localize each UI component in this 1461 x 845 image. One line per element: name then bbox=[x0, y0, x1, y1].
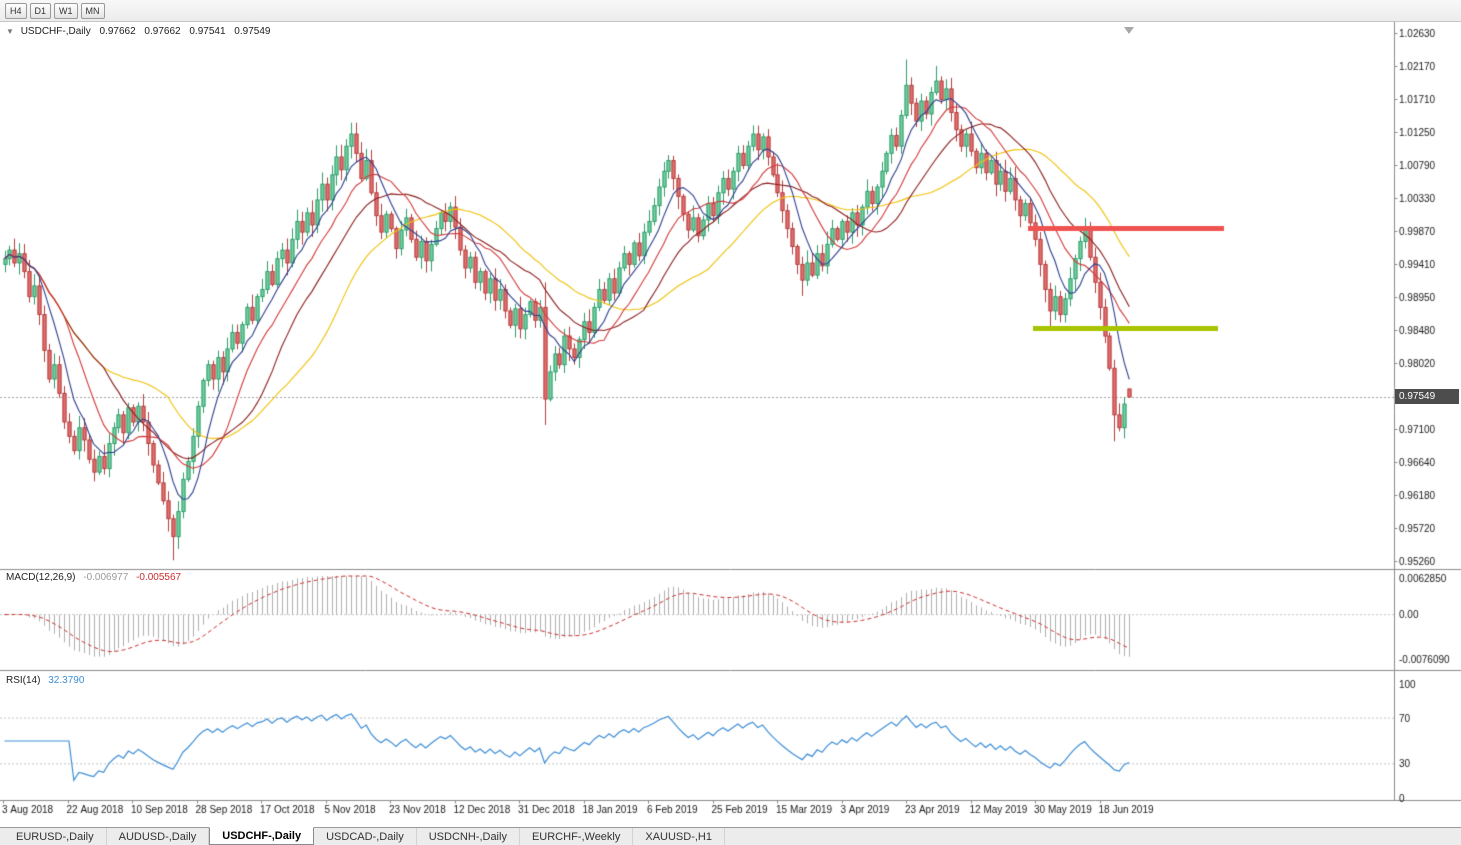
chart-open-value: 0.97662 bbox=[99, 26, 136, 37]
chart-low-value: 0.97541 bbox=[189, 26, 226, 37]
chart-symbol-label: USDCHF-,Daily bbox=[20, 26, 91, 37]
timeframe-button-h4[interactable]: H4 bbox=[5, 2, 27, 19]
chart-tab-audusd-daily[interactable]: AUDUSD-,Daily bbox=[107, 828, 210, 845]
current-price-badge: 0.97549 bbox=[1395, 389, 1459, 404]
rsi-panel-header: RSI(14) 32.3790 bbox=[6, 675, 84, 686]
chart-tab-eurchf-weekly[interactable]: EURCHF-,Weekly bbox=[520, 828, 634, 845]
price-chart-canvas[interactable] bbox=[0, 22, 1461, 827]
chart-tabs-bar: EURUSD-,Daily AUDUSD-,Daily USDCHF-,Daily U… bbox=[0, 827, 1461, 845]
timeframe-button-mn[interactable]: MN bbox=[80, 2, 105, 19]
chart-tab-usdcad-daily[interactable]: USDCAD-,Daily bbox=[314, 828, 417, 845]
chart-shift-marker-icon[interactable] bbox=[1124, 27, 1134, 34]
macd-indicator-label: MACD(12,26,9) bbox=[6, 572, 76, 583]
rsi-value: 32.3790 bbox=[48, 675, 85, 686]
macd-signal-value: -0.005567 bbox=[136, 572, 182, 583]
chart-close-value: 0.97549 bbox=[234, 26, 271, 37]
timeframe-button-w1[interactable]: W1 bbox=[54, 2, 78, 19]
chart-high-value: 0.97662 bbox=[144, 26, 181, 37]
chart-area: ▼ USDCHF-,Daily 0.97662 0.97662 0.97541 … bbox=[0, 22, 1461, 827]
chart-tab-eurusd-daily[interactable]: EURUSD-,Daily bbox=[4, 828, 107, 845]
timeframe-toolbar: H4 D1 W1 MN bbox=[0, 0, 1461, 22]
timeframe-button-d1[interactable]: D1 bbox=[29, 2, 52, 19]
chart-tab-xauusd-h1[interactable]: XAUUSD-,H1 bbox=[633, 828, 725, 845]
chart-tab-usdchf-daily[interactable]: USDCHF-,Daily bbox=[209, 827, 315, 845]
collapse-chart-icon[interactable]: ▼ bbox=[6, 27, 14, 36]
macd-panel-header: MACD(12,26,9) -0.006977 -0.005567 bbox=[6, 572, 181, 583]
chart-title: ▼ USDCHF-,Daily 0.97662 0.97662 0.97541 … bbox=[6, 26, 270, 37]
chart-tab-usdcnh-daily[interactable]: USDCNH-,Daily bbox=[417, 828, 520, 845]
macd-main-value: -0.006977 bbox=[83, 572, 129, 583]
rsi-indicator-label: RSI(14) bbox=[6, 675, 41, 686]
